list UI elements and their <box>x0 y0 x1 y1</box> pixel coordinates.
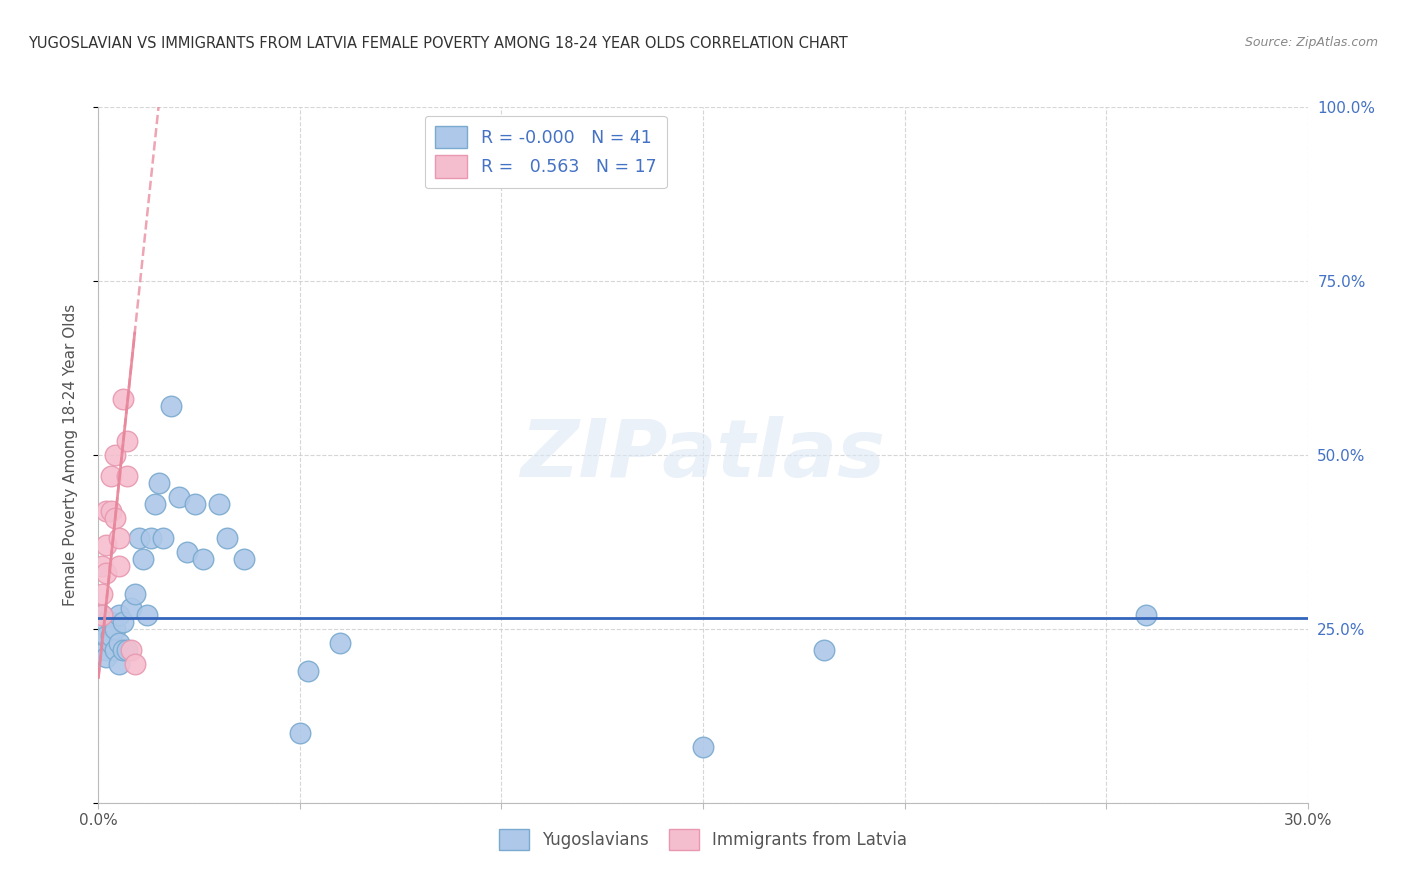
Point <box>128 532 150 546</box>
Point <box>96 649 118 664</box>
Point <box>176 545 198 559</box>
Point <box>91 559 114 574</box>
Point <box>152 532 174 546</box>
Point <box>135 607 157 622</box>
Point <box>100 615 122 629</box>
Point <box>1135 607 1157 622</box>
Point <box>813 642 835 657</box>
Point <box>132 552 155 566</box>
Point <box>124 587 146 601</box>
Point <box>167 490 190 504</box>
Text: ZIPatlas: ZIPatlas <box>520 416 886 494</box>
Point <box>208 497 231 511</box>
Point <box>100 503 122 517</box>
Point <box>107 532 129 546</box>
Point <box>103 510 125 524</box>
Point <box>91 607 114 622</box>
Point <box>124 657 146 671</box>
Point <box>96 629 118 643</box>
Point <box>143 497 166 511</box>
Point <box>115 434 138 448</box>
Point <box>111 642 134 657</box>
Y-axis label: Female Poverty Among 18-24 Year Olds: Female Poverty Among 18-24 Year Olds <box>63 304 77 606</box>
Point <box>96 566 118 581</box>
Point <box>160 399 183 413</box>
Point <box>193 552 215 566</box>
Point <box>107 559 129 574</box>
Point <box>96 538 118 552</box>
Point <box>103 622 125 636</box>
Point <box>297 664 319 678</box>
Point <box>103 448 125 462</box>
Point <box>107 636 129 650</box>
Text: YUGOSLAVIAN VS IMMIGRANTS FROM LATVIA FEMALE POVERTY AMONG 18-24 YEAR OLDS CORRE: YUGOSLAVIAN VS IMMIGRANTS FROM LATVIA FE… <box>28 36 848 51</box>
Point <box>107 657 129 671</box>
Point <box>120 642 142 657</box>
Point <box>139 532 162 546</box>
Point <box>692 740 714 755</box>
Point <box>107 607 129 622</box>
Point <box>148 475 170 490</box>
Text: Source: ZipAtlas.com: Source: ZipAtlas.com <box>1244 36 1378 49</box>
Point <box>111 392 134 407</box>
Point <box>288 726 311 740</box>
Point <box>91 587 114 601</box>
Point <box>96 615 118 629</box>
Point <box>96 503 118 517</box>
Legend: Yugoslavians, Immigrants from Latvia: Yugoslavians, Immigrants from Latvia <box>492 822 914 857</box>
Point <box>115 468 138 483</box>
Point <box>91 607 114 622</box>
Point <box>217 532 239 546</box>
Point <box>100 629 122 643</box>
Point <box>115 642 138 657</box>
Point <box>329 636 352 650</box>
Point <box>184 497 207 511</box>
Point <box>111 615 134 629</box>
Point <box>120 601 142 615</box>
Point <box>100 468 122 483</box>
Point <box>232 552 254 566</box>
Point <box>103 642 125 657</box>
Point <box>91 636 114 650</box>
Point <box>100 636 122 650</box>
Point <box>91 622 114 636</box>
Point <box>96 642 118 657</box>
